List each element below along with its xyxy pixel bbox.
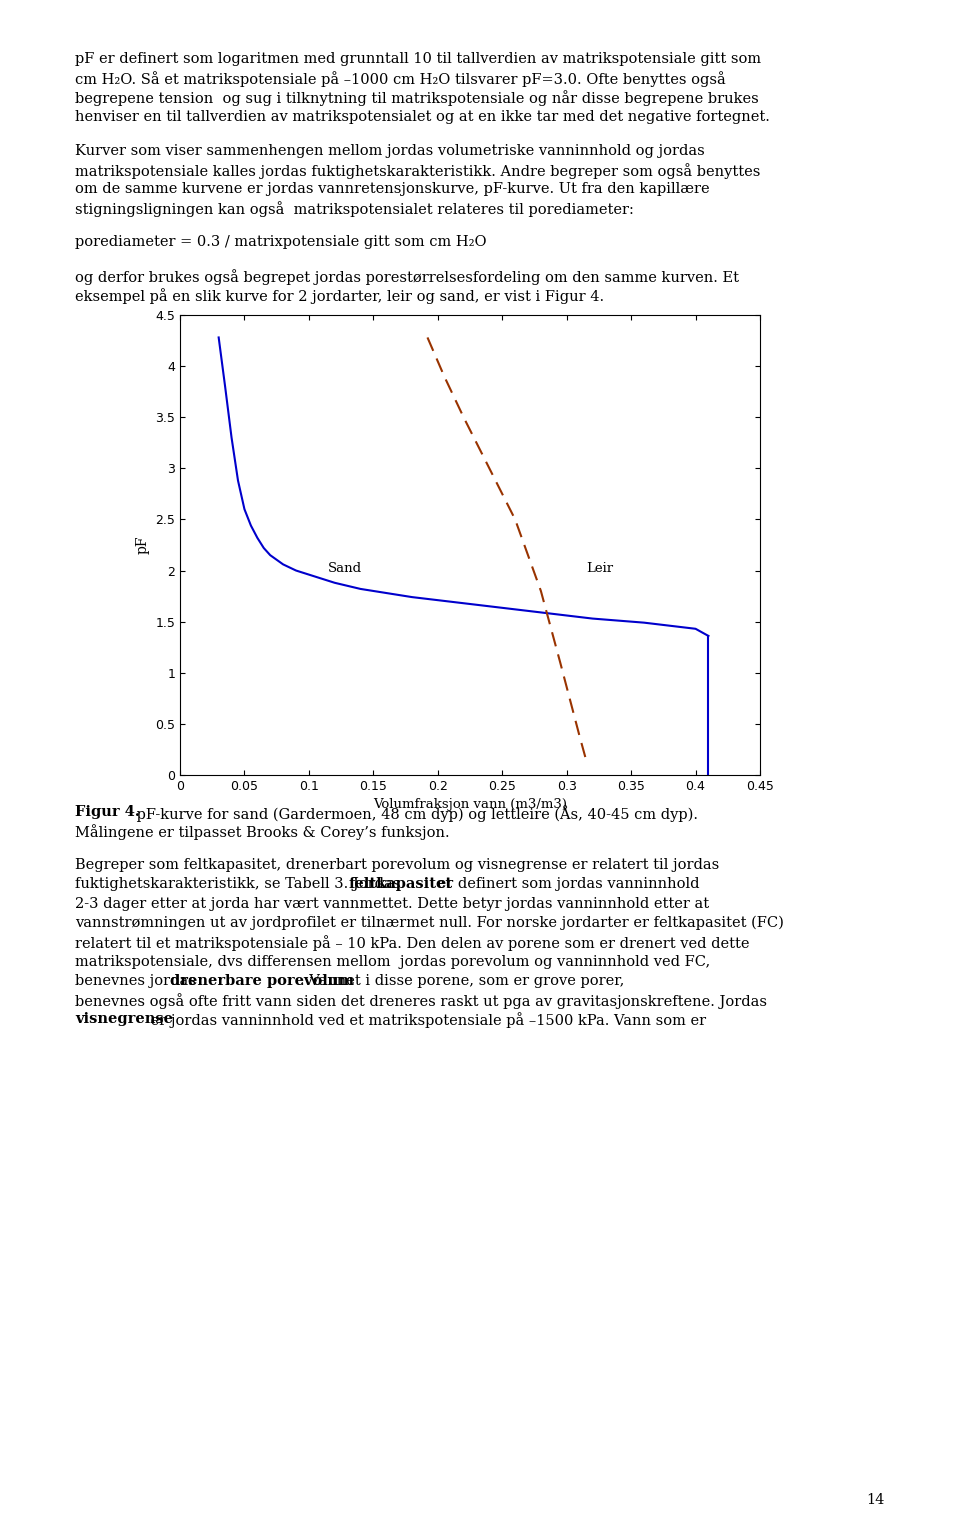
Text: begrepene tension  og sug i tilknytning til matrikspotensiale og når disse begre: begrepene tension og sug i tilknytning t… — [75, 91, 758, 106]
Text: benevnes jordas: benevnes jordas — [75, 974, 201, 988]
Text: . Vannet i disse porene, som er grove porer,: . Vannet i disse porene, som er grove po… — [300, 974, 625, 988]
Text: porediameter = 0.3 / matrixpotensiale gitt som cm H₂O: porediameter = 0.3 / matrixpotensiale gi… — [75, 235, 487, 249]
Text: relatert til et matrikspotensiale på – 10 kPa. Den delen av porene som er drener: relatert til et matrikspotensiale på – 1… — [75, 934, 750, 951]
Text: Leir: Leir — [586, 563, 613, 575]
Text: fuktighetskarakteristikk, se Tabell 3. Jordas: fuktighetskarakteristikk, se Tabell 3. J… — [75, 878, 405, 891]
Y-axis label: pF: pF — [135, 536, 150, 555]
Text: drenerbare porevolum: drenerbare porevolum — [170, 974, 354, 988]
Text: 14: 14 — [867, 1492, 885, 1506]
Text: benevnes også ofte fritt vann siden det dreneres raskt ut pga av gravitasjonskre: benevnes også ofte fritt vann siden det … — [75, 993, 767, 1008]
Text: stigningsligningen kan også  matrikspotensialet relateres til porediameter:: stigningsligningen kan også matrikspoten… — [75, 201, 634, 217]
Text: matrikspotensiale, dvs differensen mellom  jordas porevolum og vanninnhold ved F: matrikspotensiale, dvs differensen mello… — [75, 954, 710, 968]
Text: Målingene er tilpasset Brooks & Corey’s funksjon.: Målingene er tilpasset Brooks & Corey’s … — [75, 824, 449, 841]
Text: feltkapasitet: feltkapasitet — [348, 878, 453, 891]
Text: pF er definert som logaritmen med grunntall 10 til tallverdien av matrikspotensi: pF er definert som logaritmen med grunnt… — [75, 52, 761, 66]
Text: Kurver som viser sammenhengen mellom jordas volumetriske vanninnhold og jordas: Kurver som viser sammenhengen mellom jor… — [75, 143, 705, 158]
X-axis label: Volumfraksjon vann (m3/m3): Volumfraksjon vann (m3/m3) — [373, 798, 567, 812]
Text: pF-kurve for sand (Gardermoen, 48 cm dyp) og lettleire (Ås, 40-45 cm dyp).: pF-kurve for sand (Gardermoen, 48 cm dyp… — [132, 805, 698, 822]
Text: er definert som jordas vanninnhold: er definert som jordas vanninnhold — [433, 878, 700, 891]
Text: cm H₂O. Så et matrikspotensiale på –1000 cm H₂O tilsvarer pF=3.0. Ofte benyttes : cm H₂O. Så et matrikspotensiale på –1000… — [75, 71, 726, 88]
Text: vannstrømningen ut av jordprofilet er tilnærmet null. For norske jordarter er fe: vannstrømningen ut av jordprofilet er ti… — [75, 916, 784, 930]
Text: matrikspotensiale kalles jordas fuktighetskarakteristikk. Andre begreper som ogs: matrikspotensiale kalles jordas fuktighe… — [75, 163, 760, 178]
Text: Sand: Sand — [328, 563, 362, 575]
Text: er jordas vanninnhold ved et matrikspotensiale på –1500 kPa. Vann som er: er jordas vanninnhold ved et matrikspote… — [147, 1013, 707, 1028]
Text: eksempel på en slik kurve for 2 jordarter, leir og sand, er vist i Figur 4.: eksempel på en slik kurve for 2 jordarte… — [75, 289, 604, 304]
Text: Begreper som feltkapasitet, drenerbart porevolum og visnegrense er relatert til : Begreper som feltkapasitet, drenerbart p… — [75, 858, 719, 871]
Text: visnegrense: visnegrense — [75, 1013, 173, 1027]
Text: om de samme kurvene er jordas vannretensjonskurve, pF-kurve. Ut fra den kapillær: om de samme kurvene er jordas vannretens… — [75, 183, 709, 197]
Text: Figur 4.: Figur 4. — [75, 805, 140, 819]
Text: og derfor brukes også begrepet jordas porestørrelsesfordeling om den samme kurve: og derfor brukes også begrepet jordas po… — [75, 269, 739, 284]
Text: henviser en til tallverdien av matrikspotensialet og at en ikke tar med det nega: henviser en til tallverdien av matrikspo… — [75, 111, 770, 124]
Text: 2-3 dager etter at jorda har vært vannmettet. Dette betyr jordas vanninnhold ett: 2-3 dager etter at jorda har vært vannme… — [75, 896, 709, 910]
